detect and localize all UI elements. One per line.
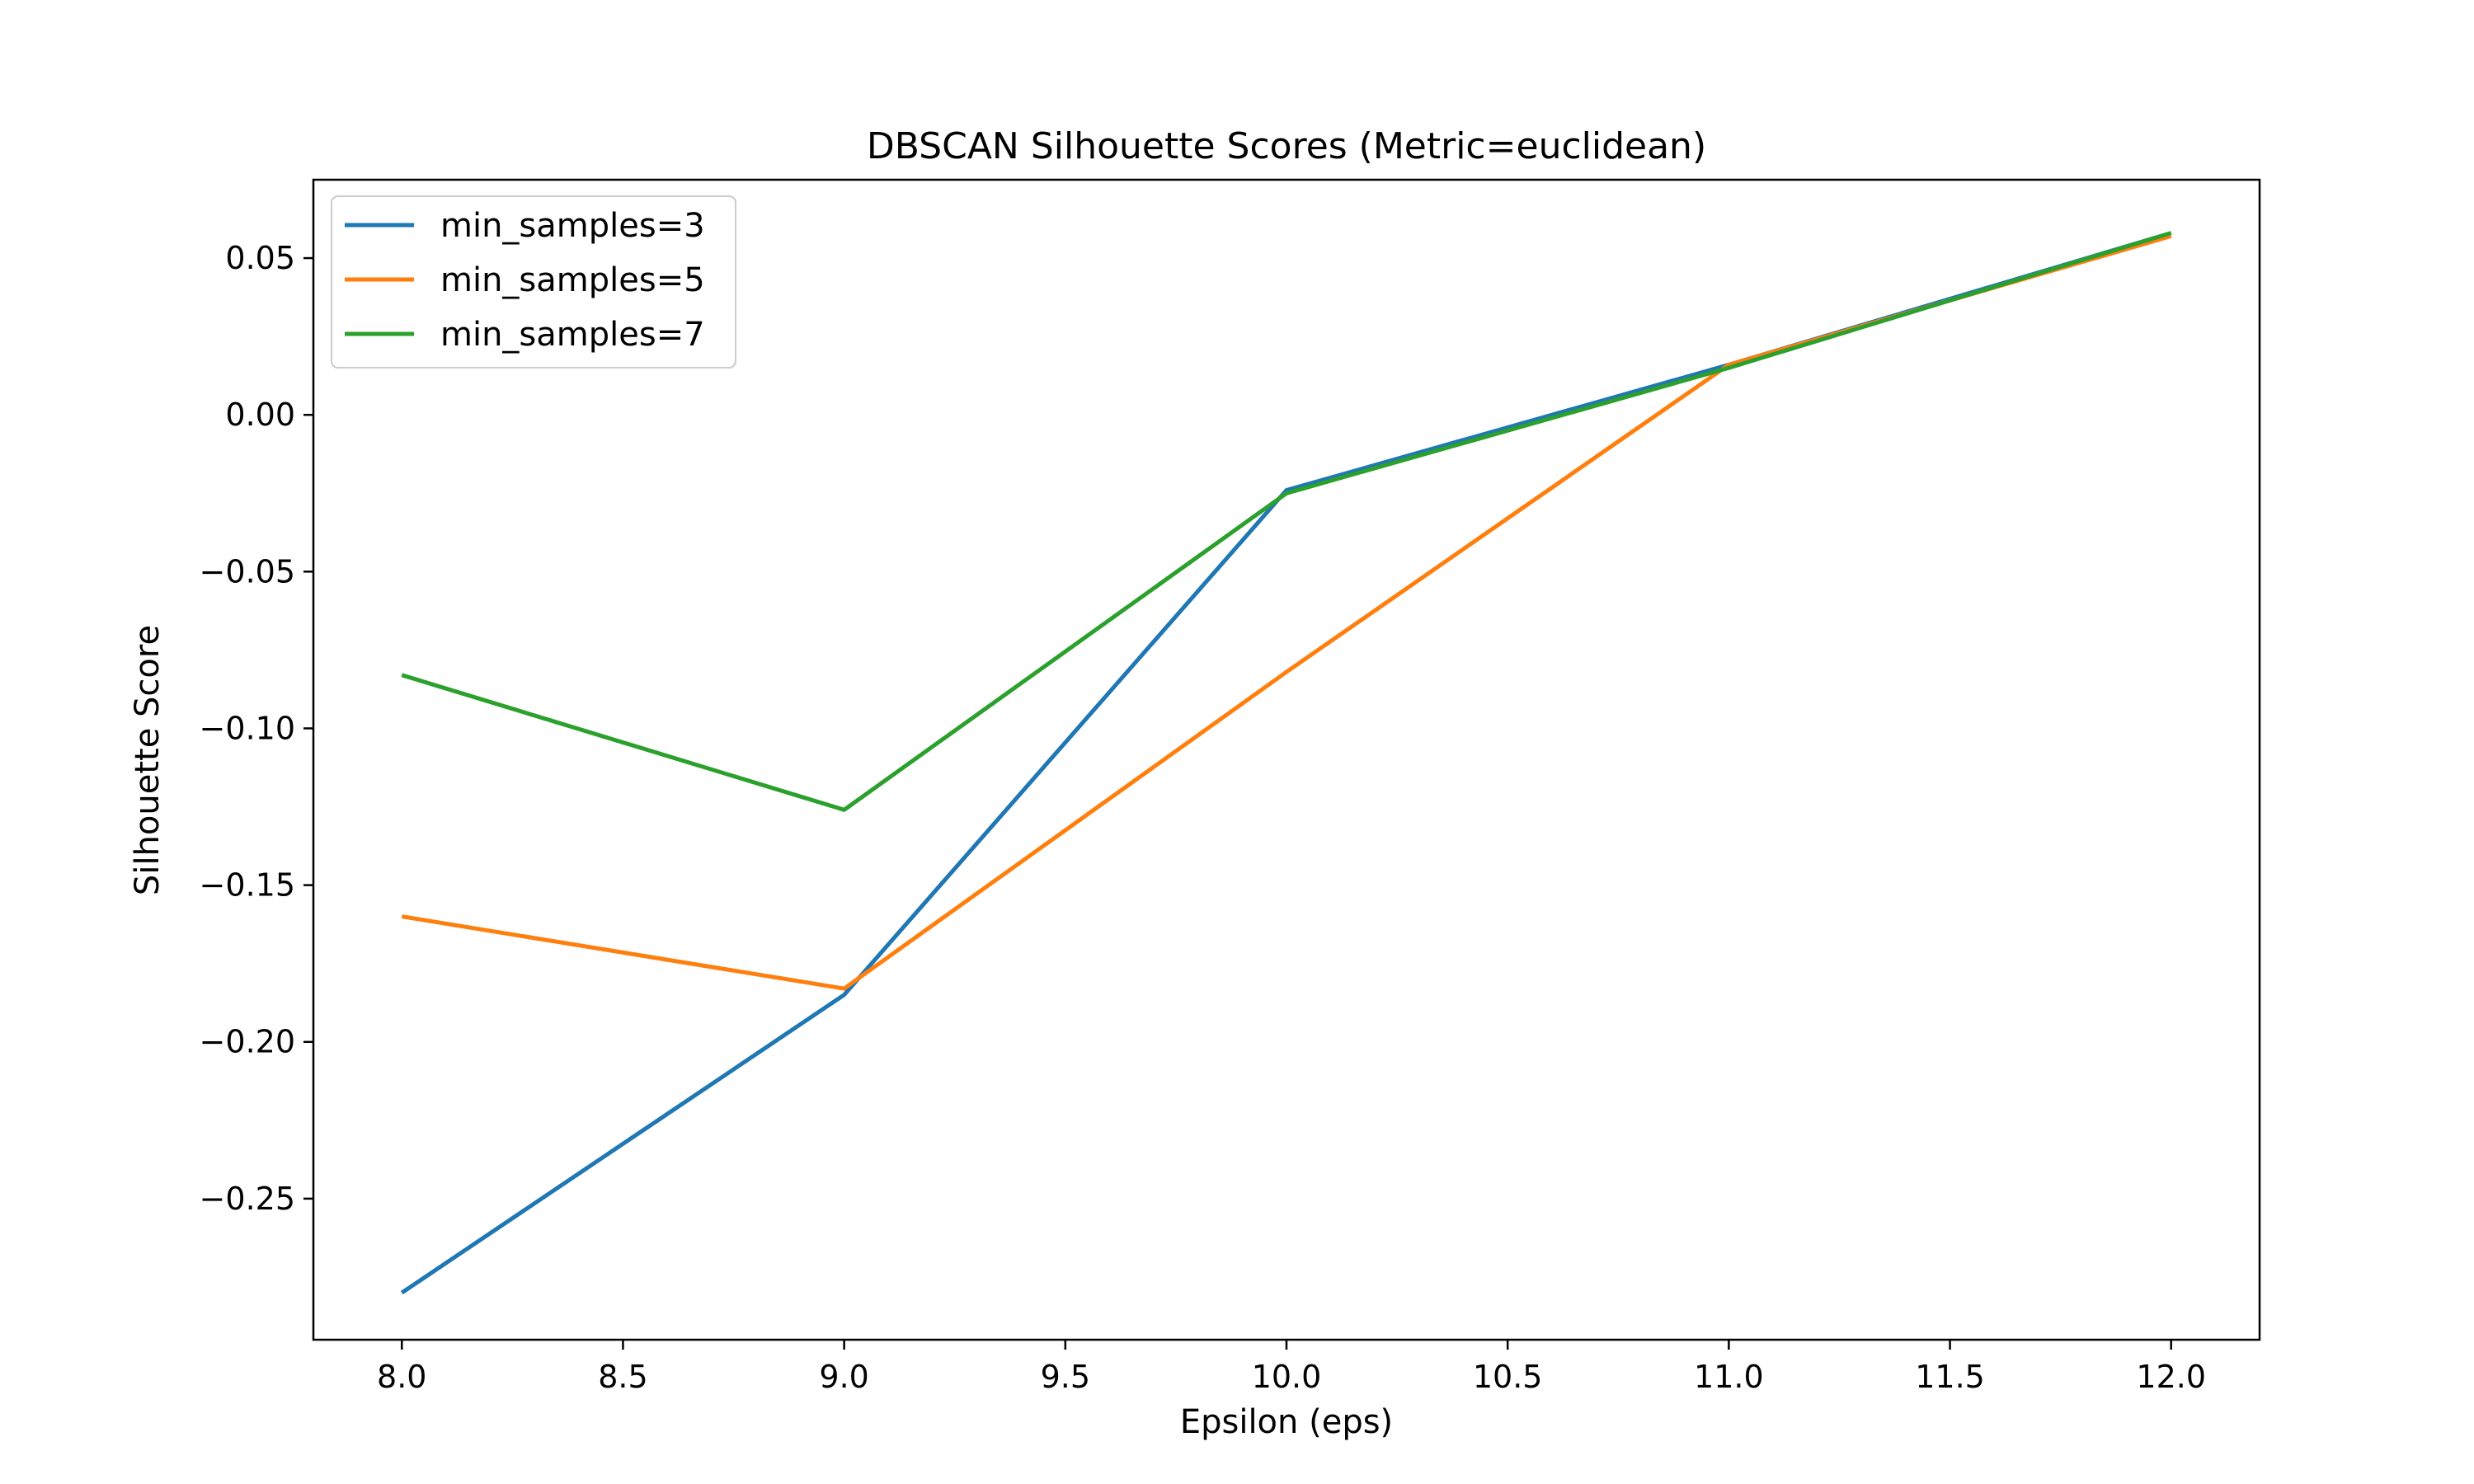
legend: min_samples=3 min_samples=5 min_samples=7 <box>331 195 736 369</box>
y-axis-label: Silhouette Score <box>129 625 167 895</box>
plot-frame <box>312 178 2261 1341</box>
y-axis-ticks: 0.05 0.00 −0.05 −0.10 −0.15 −0.20 −0.25 <box>200 240 313 1217</box>
x-tick-label: 9.5 <box>1041 1359 1090 1395</box>
plot-area <box>400 231 2172 1295</box>
y-tick-label: −0.15 <box>200 867 295 904</box>
x-axis-ticks: 8.0 8.5 9.0 9.5 10.0 10.5 11.0 11.5 12.0 <box>377 1340 2206 1395</box>
x-tick-label: 11.0 <box>1694 1359 1764 1395</box>
legend-box <box>331 195 736 369</box>
x-tick-label: 10.0 <box>1252 1359 1322 1395</box>
y-tick-label: 0.05 <box>225 240 295 276</box>
x-tick-label: 8.0 <box>377 1359 426 1395</box>
y-tick-label: −0.10 <box>200 710 295 746</box>
x-tick-label: 11.5 <box>1915 1359 1985 1395</box>
chart-title: DBSCAN Silhouette Scores (Metric=euclide… <box>867 125 1706 167</box>
legend-label-2: min_samples=5 <box>440 261 705 299</box>
x-tick-label: 12.0 <box>2136 1359 2206 1395</box>
y-tick-label: −0.20 <box>200 1024 295 1060</box>
legend-label-3: min_samples=7 <box>440 316 705 354</box>
x-tick-label: 8.5 <box>598 1359 647 1395</box>
series-line-3 <box>401 231 2172 812</box>
x-tick-label: 10.5 <box>1473 1359 1543 1395</box>
y-tick-label: −0.25 <box>200 1181 295 1217</box>
y-tick-label: −0.05 <box>200 553 295 589</box>
x-tick-label: 9.0 <box>819 1359 868 1395</box>
y-tick-label: 0.00 <box>225 397 295 433</box>
x-axis-label: Epsilon (eps) <box>1180 1403 1393 1441</box>
legend-label-1: min_samples=3 <box>440 207 705 245</box>
